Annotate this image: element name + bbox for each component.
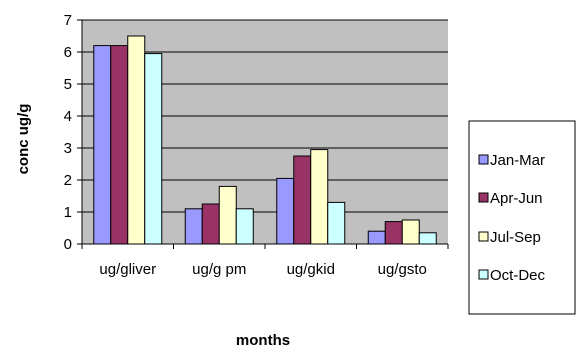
legend-swatch-oct-dec [478,269,489,280]
y-tick-label: 7 [64,12,72,29]
bar-jul-sep-2 [218,185,237,245]
axes [77,19,449,249]
x-category-labels: ug/gliver ug/g pm ug/gkid ug/gsto [99,261,426,278]
bar-apr-jun-1 [110,45,129,245]
bar-jul-sep-1 [127,35,146,245]
legend-label-jan-mar: Jan-Mar [490,152,545,169]
y-tick-label: 1 [64,204,72,221]
legend-swatch-jul-sep [478,231,489,242]
bar-oct-dec-2 [235,208,254,245]
bar-jan-mar-1 [93,45,112,245]
legend-swatch-apr-jun [478,192,489,203]
bar-apr-jun-2 [201,203,220,245]
y-tick-label: 3 [64,140,72,157]
bar-jan-mar-2 [184,208,203,245]
y-tick-label: 2 [64,172,72,189]
x-category-label: ug/gsto [378,261,427,278]
x-axis-title: months [236,332,290,349]
legend: Jan-Mar Apr-Jun Jul-Sep Oct-Dec [468,120,576,315]
legend-label-oct-dec: Oct-Dec [490,267,546,284]
x-category-label: ug/gliver [99,261,156,278]
y-tick-label: 0 [64,236,72,253]
bar-oct-dec-3 [327,201,346,245]
bar-jul-sep-3 [310,149,329,245]
y-tick-label: 6 [64,44,72,61]
bars [93,35,437,245]
y-tick-label: 4 [64,108,72,125]
y-tick-labels: 0 1 2 3 4 5 6 7 [64,12,72,253]
bar-apr-jun-3 [293,155,312,245]
x-category-label: ug/g pm [192,261,246,278]
legend-label-apr-jun: Apr-Jun [490,190,543,207]
y-axis-title: conc ug/g [15,104,32,175]
bar-jan-mar-3 [276,177,295,245]
bar-apr-jun-4 [384,221,403,245]
x-category-label: ug/gkid [287,261,335,278]
legend-swatch-jan-mar [478,154,489,165]
legend-label-jul-sep: Jul-Sep [490,229,541,246]
y-tick-label: 5 [64,76,72,93]
legend-box [468,120,576,315]
bar-oct-dec-1 [144,53,163,245]
bar-jul-sep-4 [401,219,420,245]
bar-jan-mar-4 [367,230,386,245]
bar-oct-dec-4 [418,232,437,245]
